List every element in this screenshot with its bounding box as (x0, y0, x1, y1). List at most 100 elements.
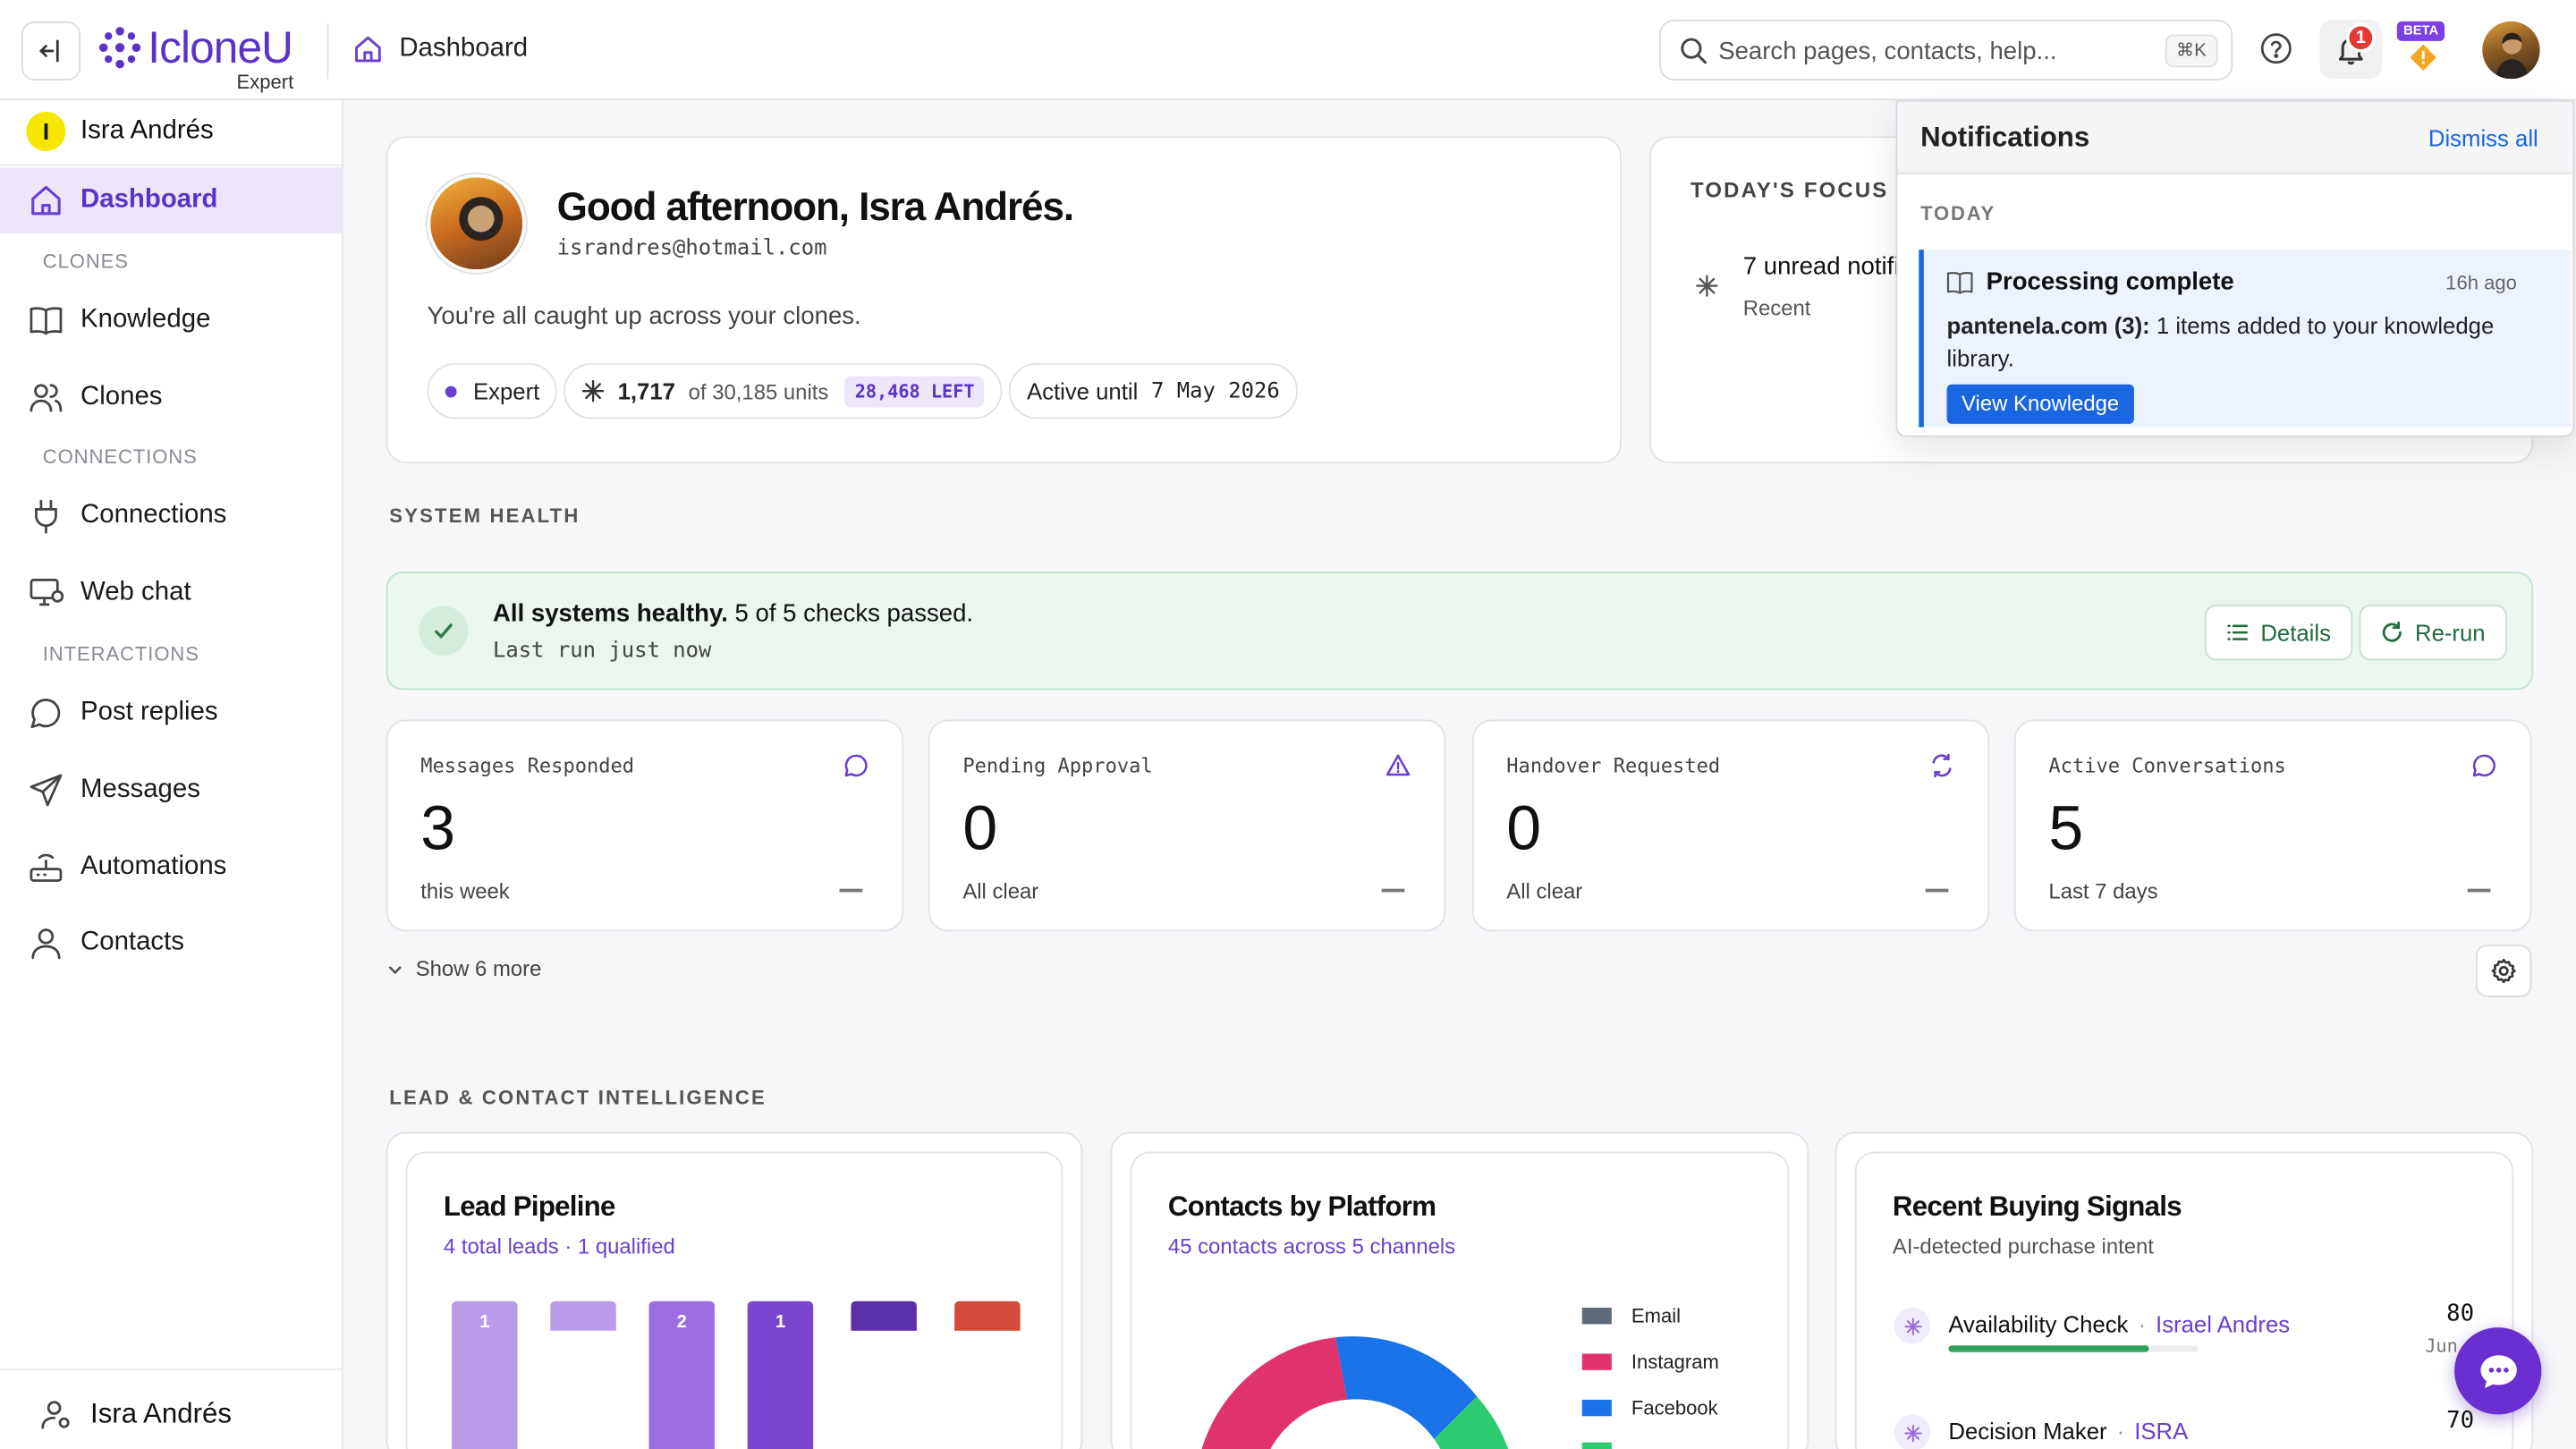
view-knowledge-button[interactable]: View Knowledge (1946, 384, 2134, 424)
details-button[interactable]: Details (2204, 604, 2352, 661)
book-icon (30, 307, 63, 335)
signal-contact[interactable]: ISRA (2134, 1418, 2189, 1445)
home-icon (31, 185, 61, 216)
signal-contact[interactable]: Israel Andres (2156, 1310, 2291, 1338)
donut-slice-facebook[interactable] (1335, 1336, 1478, 1439)
buying-signals-title: Recent Buying Signals (1892, 1191, 2182, 1223)
focus-title: TODAY'S FOCUS (1690, 177, 1889, 202)
donut-slice-instagram[interactable] (1198, 1337, 1348, 1449)
send-icon (30, 774, 63, 807)
search-input[interactable]: Search pages, contacts, help... ⌘K (1659, 20, 2233, 81)
notifications-panel: Notifications Dismiss all TODAY Processi… (1895, 100, 2575, 437)
legend-swatch (1581, 1308, 1612, 1325)
refresh-icon (2382, 621, 2402, 642)
sidebar-item-contacts[interactable]: Contacts (0, 911, 342, 976)
metric-value: 0 (1506, 794, 1542, 865)
sidebar-section-connections: CONNECTIONS (42, 445, 198, 469)
pipeline-bar[interactable] (452, 1301, 518, 1449)
logo[interactable]: IcloneU (98, 22, 293, 72)
pipeline-bar[interactable] (648, 1301, 715, 1449)
signal-date: Jun (2425, 1335, 2458, 1358)
contacts-platform-title: Contacts by Platform (1167, 1191, 1436, 1223)
pipeline-bar[interactable] (550, 1301, 616, 1331)
sidebar-item-label: Clones (80, 382, 163, 411)
metric-subtitle: Last 7 days (2048, 878, 2158, 904)
signal-type: Decision Maker (1948, 1418, 2107, 1445)
user-avatar[interactable] (2482, 21, 2540, 80)
search-icon (1681, 38, 1707, 64)
system-health-heading: SYSTEM HEALTH (389, 504, 580, 528)
sidebar-item-messages[interactable]: Messages (0, 758, 342, 823)
donut-slice-whatsapp[interactable] (1434, 1396, 1513, 1449)
metric-title: Active Conversations (2048, 754, 2286, 777)
chat-support-button[interactable] (2454, 1327, 2542, 1415)
legend-item-facebook: Facebook (1581, 1396, 1718, 1419)
buying-signals-card: Recent Buying Signals AI-detected purcha… (1854, 1151, 2514, 1449)
search-placeholder: Search pages, contacts, help... (1718, 38, 2057, 66)
sidebar-item-connections[interactable]: Connections (0, 483, 342, 548)
active-date: 7 May 2026 (1151, 378, 1280, 403)
metric-card-pending-approval[interactable]: Pending Approval 0 All clear (928, 719, 1446, 932)
logo-mark-icon (98, 27, 141, 69)
collapse-icon (38, 39, 59, 63)
buying-signal-item[interactable]: Availability Check · Israel Andres 80 Jun (1889, 1300, 2480, 1382)
pipeline-bar-label: 1 (775, 1312, 786, 1333)
contacts-platform-card: Contacts by Platform 45 contacts across … (1130, 1151, 1790, 1449)
metric-card-messages-responded[interactable]: Messages Responded 3 this week (386, 719, 904, 932)
sidebar-item-clones[interactable]: Clones (0, 365, 342, 430)
metric-card-active-conversations[interactable]: Active Conversations 5 Last 7 days (2013, 719, 2532, 932)
signal-title: Availability Check · Israel Andres (1948, 1310, 2291, 1338)
beta-warning-button[interactable]: BETA (2395, 20, 2451, 79)
sidebar-item-dashboard[interactable]: Dashboard (0, 167, 343, 233)
signal-strength-bar (1948, 1345, 2199, 1352)
sparkle-icon (581, 379, 605, 402)
notification-time: 16h ago (2445, 271, 2517, 294)
show-more-button[interactable]: Show 6 more (387, 956, 541, 982)
pipeline-bar[interactable] (747, 1301, 814, 1449)
topbar-divider (326, 22, 329, 80)
platform-donut-chart (1198, 1336, 1513, 1449)
trend-flat-icon (839, 888, 863, 893)
user-icon (31, 928, 61, 960)
metric-subtitle: All clear (1506, 878, 1583, 904)
pipeline-bar-label: 2 (676, 1312, 687, 1333)
metric-title: Handover Requested (1506, 754, 1721, 777)
sidebar-item-label: Contacts (80, 928, 184, 956)
collapse-sidebar-button[interactable] (21, 21, 81, 81)
signal-type: Availability Check (1948, 1310, 2129, 1338)
pipeline-bar[interactable] (851, 1301, 917, 1331)
metric-card-handover-requested[interactable]: Handover Requested 0 All clear (1471, 719, 1990, 932)
sidebar-item-web-chat[interactable]: Web chat (0, 560, 342, 625)
rerun-label: Re-run (2415, 619, 2486, 646)
logo-text: IcloneU (148, 22, 293, 72)
gear-icon (2491, 958, 2516, 984)
units-used: 1,717 (617, 377, 675, 404)
rerun-button[interactable]: Re-run (2359, 604, 2507, 661)
sidebar-item-automations[interactable]: Automations (0, 835, 342, 900)
book-icon (1946, 272, 1973, 294)
help-icon[interactable] (2259, 31, 2294, 66)
sidebar-item-label: Messages (80, 775, 200, 804)
plan-badge: Expert (427, 362, 558, 419)
notification-text: 1 items added to your knowledge library. (1946, 311, 2495, 372)
chevron-down-icon (388, 965, 402, 974)
buying-signal-item[interactable]: Decision Maker · ISRA 70 (1889, 1406, 2480, 1449)
signal-score: 80 (2446, 1301, 2475, 1328)
dismiss-all-button[interactable]: Dismiss all (2428, 124, 2538, 151)
pipeline-bar-label: 1 (479, 1312, 490, 1333)
sidebar-item-post-replies[interactable]: Post replies (0, 680, 342, 745)
workspace-switcher[interactable]: I Isra Andrés (0, 100, 343, 166)
notification-source: pantenela.com (3): (1946, 311, 2150, 339)
list-icon (2227, 624, 2249, 640)
legend-label: Facebook (1631, 1396, 1718, 1419)
user-photo-icon (2496, 32, 2529, 80)
notification-item[interactable]: Processing complete 16h ago pantenela.co… (1919, 250, 2572, 428)
customize-metrics-button[interactable] (2475, 945, 2532, 997)
active-until-pill: Active until 7 May 2026 (1008, 362, 1298, 419)
warning-icon (2410, 44, 2436, 71)
comment-icon (30, 699, 61, 729)
pipeline-bar[interactable] (954, 1301, 1021, 1331)
account-menu[interactable]: Isra Andrés (0, 1368, 343, 1449)
sidebar-item-knowledge[interactable]: Knowledge (0, 287, 342, 352)
